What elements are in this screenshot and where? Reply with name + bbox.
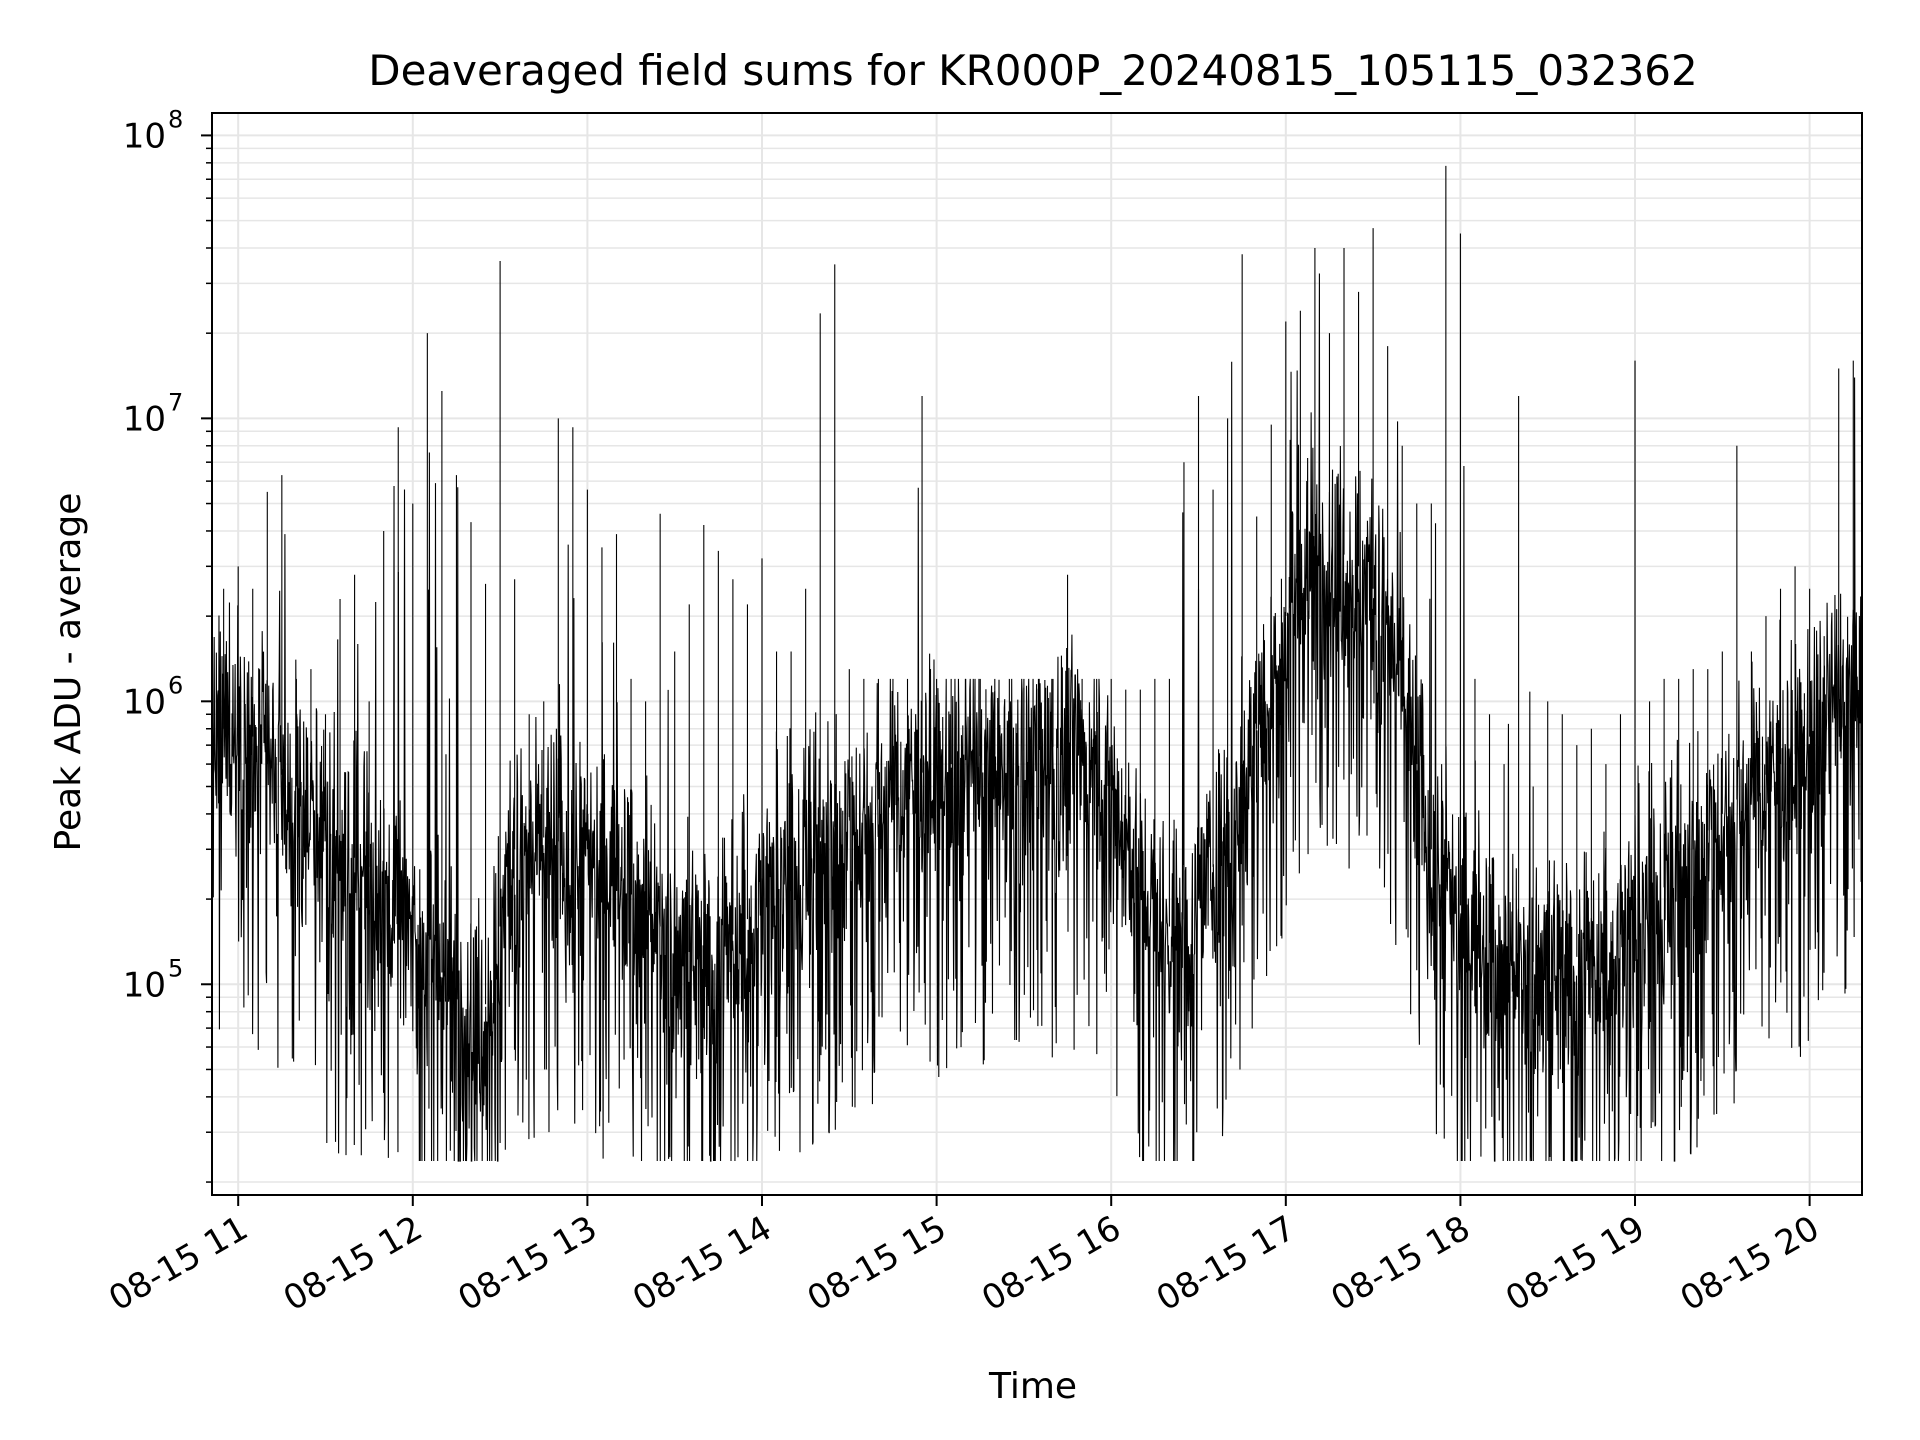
y-tick-label: 10 bbox=[123, 965, 166, 1005]
chart-title: Deaveraged field sums for KR000P_2024081… bbox=[368, 46, 1698, 95]
y-tick-label: 10 bbox=[123, 116, 166, 156]
plot-frame bbox=[211, 112, 1863, 1196]
y-tick-exponent: 5 bbox=[168, 954, 183, 982]
y-tick-exponent: 8 bbox=[168, 105, 183, 133]
y-tick-label: 10 bbox=[123, 399, 166, 439]
series-line bbox=[211, 165, 1863, 1162]
y-tick-label: 10 bbox=[123, 682, 166, 722]
y-tick-exponent: 6 bbox=[168, 671, 183, 699]
y-axis-label: Peak ADU - average bbox=[48, 493, 89, 852]
y-tick-exponent: 7 bbox=[168, 388, 183, 416]
x-axis-label: Time bbox=[988, 1366, 1077, 1407]
series-polyline bbox=[211, 273, 1863, 1162]
